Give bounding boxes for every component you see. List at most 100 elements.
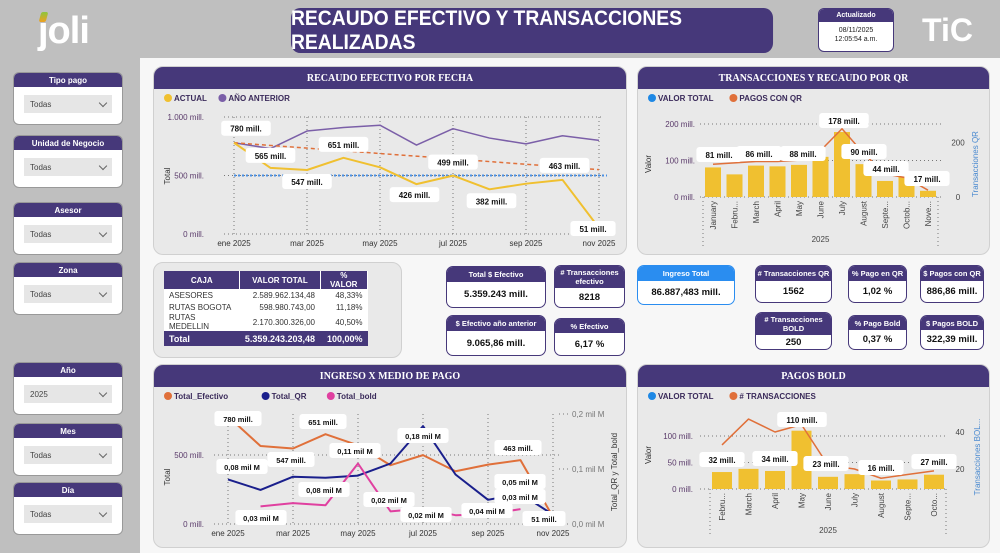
x-tick-label: May bbox=[798, 493, 807, 508]
qr-chart-panel: TRANSACCIONES Y RECAUDO POR QR VALOR TOT… bbox=[637, 66, 990, 255]
legend-label: VALOR TOTAL bbox=[658, 94, 714, 103]
x-tick-label: mar 2025 bbox=[276, 529, 310, 538]
kpi-pct-qr: % Pago en QR 1,02 % bbox=[848, 265, 907, 303]
y2-tick-label: 40 bbox=[956, 428, 965, 437]
legend-marker bbox=[729, 94, 738, 102]
x-tick-label: January bbox=[709, 201, 718, 229]
tipo-pago-dropdown[interactable]: Todas bbox=[24, 95, 112, 113]
chevron-down-icon bbox=[98, 288, 108, 297]
data-label: 0,04 mil M bbox=[469, 507, 505, 516]
data-label-box bbox=[318, 136, 369, 152]
x-tick-label: July bbox=[851, 493, 860, 507]
kpi-pagos-bold: $ Pagos BOLD 322,39 mill. bbox=[920, 315, 984, 350]
chart-title: PAGOS BOLD bbox=[638, 365, 989, 387]
x-tick-label: jul 2025 bbox=[438, 239, 468, 248]
bar-valor-total bbox=[738, 468, 759, 489]
x-tick-label: April bbox=[774, 201, 783, 217]
dropdown-value: Todas bbox=[30, 509, 52, 519]
filter-tipo-pago: Tipo pago Todas bbox=[13, 72, 123, 125]
bar-valor-total bbox=[765, 470, 785, 489]
x-tick-label: Septe... bbox=[881, 201, 890, 229]
kpi-trans-efectivo: # Transacciones efectivo 8218 bbox=[554, 265, 625, 308]
kpi-value: 5.359.243 mill. bbox=[464, 289, 528, 300]
col-caja[interactable]: CAJA bbox=[164, 271, 241, 289]
data-label: 565 mill. bbox=[255, 152, 287, 161]
recaudo-efectivo-chart: ACTUAL AÑO ANTERIOR 0 mill. 500 mill. 1.000 … bbox=[163, 94, 616, 248]
y-tick-label: 0 mill. bbox=[672, 485, 693, 494]
data-label-box bbox=[235, 510, 287, 525]
kpi-label: $ Pagos BOLD bbox=[921, 316, 983, 330]
x-tick-label: Octob... bbox=[903, 201, 912, 229]
mes-dropdown[interactable]: Todas bbox=[24, 446, 112, 464]
y-tick-label: 0 mill. bbox=[674, 193, 695, 202]
bar-valor-total bbox=[705, 167, 721, 197]
filter-label: Tipo pago bbox=[14, 73, 122, 87]
data-label: 23 mill. bbox=[812, 460, 839, 469]
filter-label: Mes bbox=[14, 424, 122, 438]
data-label: 88 mill. bbox=[789, 150, 816, 159]
bar-valor-total bbox=[812, 156, 829, 197]
kpi-trans-qr: # Transacciones QR 1562 bbox=[755, 265, 832, 303]
x-tick-label: sep 2025 bbox=[510, 239, 543, 248]
kpi-trans-bold: # Transacciones BOLD 250 bbox=[755, 312, 832, 350]
data-label-box bbox=[494, 474, 546, 489]
y2-tick-label: 0,0 mil M bbox=[572, 520, 605, 529]
asesor-dropdown[interactable]: Todas bbox=[24, 225, 112, 243]
data-label-box bbox=[329, 443, 381, 458]
dropdown-value: Todas bbox=[30, 99, 52, 109]
x-tick-label: August bbox=[860, 200, 869, 226]
kpi-value: 86.887,483 mill. bbox=[651, 287, 721, 298]
legend-label: AÑO ANTERIOR bbox=[228, 94, 290, 103]
x-tick-label: March bbox=[752, 201, 761, 223]
data-label-box bbox=[494, 440, 542, 455]
data-label: 0,02 mil M bbox=[408, 511, 444, 520]
col-pct-valor[interactable]: % VALOR bbox=[320, 271, 368, 289]
x-tick-label: may 2025 bbox=[340, 529, 376, 538]
legend-label: PAGOS CON QR bbox=[739, 94, 802, 103]
y-tick-label: 0 mill. bbox=[183, 520, 204, 529]
kpi-label: # Transacciones BOLD bbox=[756, 313, 831, 335]
data-label: 86 mill. bbox=[745, 150, 772, 159]
y-tick-label: 1.000 mill. bbox=[168, 113, 204, 122]
x-tick-label: Febru... bbox=[718, 493, 727, 521]
y2-tick-label: 200 bbox=[951, 138, 965, 147]
x-tick-label: May bbox=[795, 201, 804, 216]
data-label: 651 mill. bbox=[308, 418, 338, 427]
cell: 48,33% bbox=[320, 289, 368, 301]
data-label-box bbox=[299, 414, 347, 429]
kpi-label: Total $ Efectivo bbox=[447, 267, 545, 282]
joli-logo: joli bbox=[38, 10, 90, 53]
kpi-value: 8218 bbox=[578, 292, 601, 303]
data-label-box bbox=[777, 412, 827, 427]
ingreso-medio-pago-panel: INGRESO X MEDIO DE PAGO Total_Efectivo To… bbox=[153, 364, 627, 548]
col-valor-total[interactable]: VALOR TOTAL bbox=[239, 271, 321, 289]
dia-dropdown[interactable]: Todas bbox=[24, 505, 112, 523]
tic-logo: TiC bbox=[922, 12, 973, 48]
y-axis-title: Valor bbox=[644, 155, 653, 173]
kpi-value: 1562 bbox=[782, 286, 805, 297]
dropdown-value: Todas bbox=[30, 229, 52, 239]
data-label-box bbox=[819, 113, 869, 128]
zona-dropdown[interactable]: Todas bbox=[24, 285, 112, 303]
kpi-label: % Pago Bold bbox=[849, 316, 906, 330]
y2-tick-label: 20 bbox=[956, 465, 965, 474]
data-label-box bbox=[904, 171, 950, 186]
legend-marker bbox=[164, 94, 172, 102]
table-row: RUTAS MEDELLIN 2.170.300.326,00 40,50% bbox=[164, 313, 368, 331]
kpi-value: 322,39 mill. bbox=[926, 334, 978, 345]
kpi-label: # Transacciones QR bbox=[756, 266, 831, 281]
bar-valor-total bbox=[924, 474, 944, 489]
data-label: 463 mill. bbox=[549, 162, 581, 171]
data-label: 32 mill. bbox=[708, 456, 735, 465]
bar-valor-total bbox=[791, 430, 812, 489]
filter-dia: Día Todas bbox=[13, 482, 123, 535]
kpi-pagos-qr: $ Pagos con QR 886,86 mill. bbox=[920, 265, 984, 303]
data-label-box bbox=[428, 154, 478, 170]
unidad-negocio-dropdown[interactable]: Todas bbox=[24, 158, 112, 176]
anio-dropdown[interactable]: 2025 bbox=[24, 385, 112, 403]
table-total-row: Total 5.359.243.203,48 100,00% bbox=[164, 331, 368, 346]
dropdown-value: Todas bbox=[30, 289, 52, 299]
cell: Total bbox=[164, 331, 240, 346]
x-tick-label: ene 2025 bbox=[217, 239, 251, 248]
data-label-box bbox=[752, 451, 798, 466]
